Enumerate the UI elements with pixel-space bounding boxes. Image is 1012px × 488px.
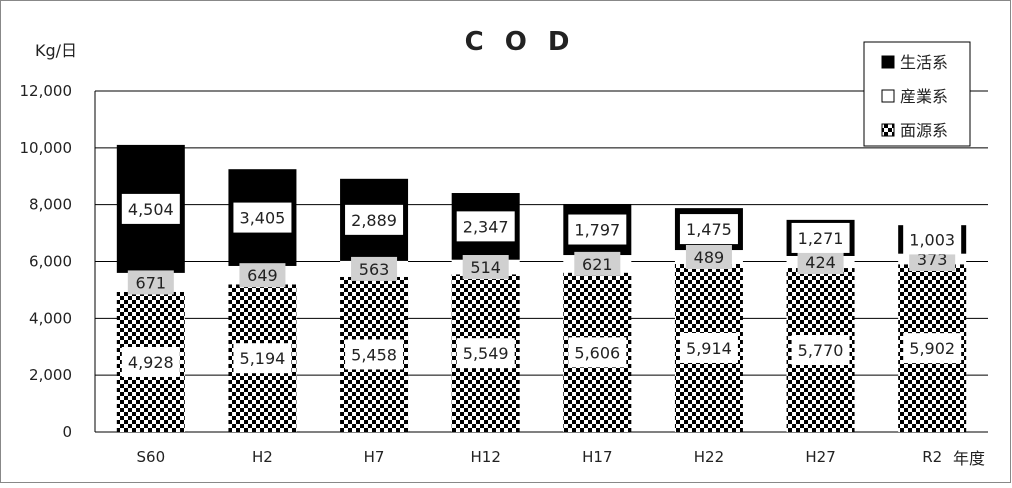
x-tick-label: H22 (694, 448, 724, 466)
y-axis-unit-label: Kg/日 (35, 41, 77, 60)
y-tick-label: 6,000 (29, 253, 72, 271)
data-label-box (121, 346, 180, 377)
data-label-box (797, 250, 844, 275)
data-label: 5,914 (686, 339, 732, 358)
data-label: 2,889 (351, 211, 397, 230)
data-label-box (685, 244, 732, 269)
x-tick-label: R2 (922, 448, 942, 466)
data-label: 563 (359, 260, 390, 279)
data-label: 5,194 (240, 349, 286, 368)
data-label: 1,797 (574, 221, 620, 240)
data-label-box (679, 214, 738, 245)
data-label: 1,003 (909, 230, 955, 249)
data-label-box (791, 335, 850, 366)
legend-label: 生活系 (900, 53, 948, 72)
data-label-box (345, 339, 404, 370)
y-tick-label: 0 (62, 423, 72, 441)
data-label-box (233, 343, 292, 374)
data-label-box (903, 224, 962, 255)
data-label: 424 (805, 253, 836, 272)
data-label: 373 (917, 250, 948, 269)
data-label: 5,549 (463, 344, 509, 363)
x-tick-label: H7 (364, 448, 385, 466)
y-tick-label: 12,000 (20, 82, 73, 100)
data-label: 514 (470, 258, 501, 277)
chart-title: C O D (465, 27, 576, 57)
data-label: 621 (582, 255, 613, 274)
data-label-box (679, 332, 738, 363)
x-tick-label: S60 (137, 448, 166, 466)
data-label: 671 (136, 273, 167, 292)
data-label: 1,271 (798, 229, 844, 248)
data-label-box (239, 263, 286, 288)
data-label: 5,770 (798, 341, 844, 360)
data-label-box (345, 204, 404, 235)
data-label-box (456, 338, 515, 369)
data-label: 2,347 (463, 217, 509, 236)
data-label: 5,458 (351, 345, 397, 364)
data-label: 489 (694, 248, 725, 267)
x-tick-label: H27 (805, 448, 835, 466)
data-label-box (568, 337, 627, 368)
data-label: 4,928 (128, 353, 174, 372)
data-label: 5,606 (574, 343, 620, 362)
data-label: 5,902 (909, 339, 955, 358)
x-tick-label: H2 (252, 448, 273, 466)
data-label-box (568, 214, 627, 245)
legend-swatch (881, 55, 895, 69)
data-label-box (456, 211, 515, 242)
data-label: 3,405 (240, 209, 286, 228)
data-label: 4,504 (128, 200, 174, 219)
legend-swatch (881, 123, 895, 137)
x-axis-label: 年度 (953, 449, 985, 468)
legend-label: 面源系 (900, 121, 948, 140)
legend-swatch (881, 89, 895, 103)
data-label-box (121, 193, 180, 224)
data-label: 1,475 (686, 220, 732, 239)
data-label-box (791, 222, 850, 253)
y-tick-label: 2,000 (29, 366, 72, 384)
data-label-box (233, 202, 292, 233)
data-label-box (462, 255, 509, 280)
y-tick-label: 4,000 (29, 309, 72, 327)
data-label-box (903, 333, 962, 364)
legend-label: 産業系 (900, 87, 948, 106)
y-tick-label: 10,000 (20, 139, 73, 157)
x-tick-label: H17 (582, 448, 612, 466)
data-label: 649 (247, 266, 278, 285)
data-label-box (351, 256, 398, 281)
data-label-box (574, 251, 621, 276)
x-tick-label: H12 (471, 448, 501, 466)
data-label-box (127, 270, 174, 295)
y-tick-label: 8,000 (29, 196, 72, 214)
